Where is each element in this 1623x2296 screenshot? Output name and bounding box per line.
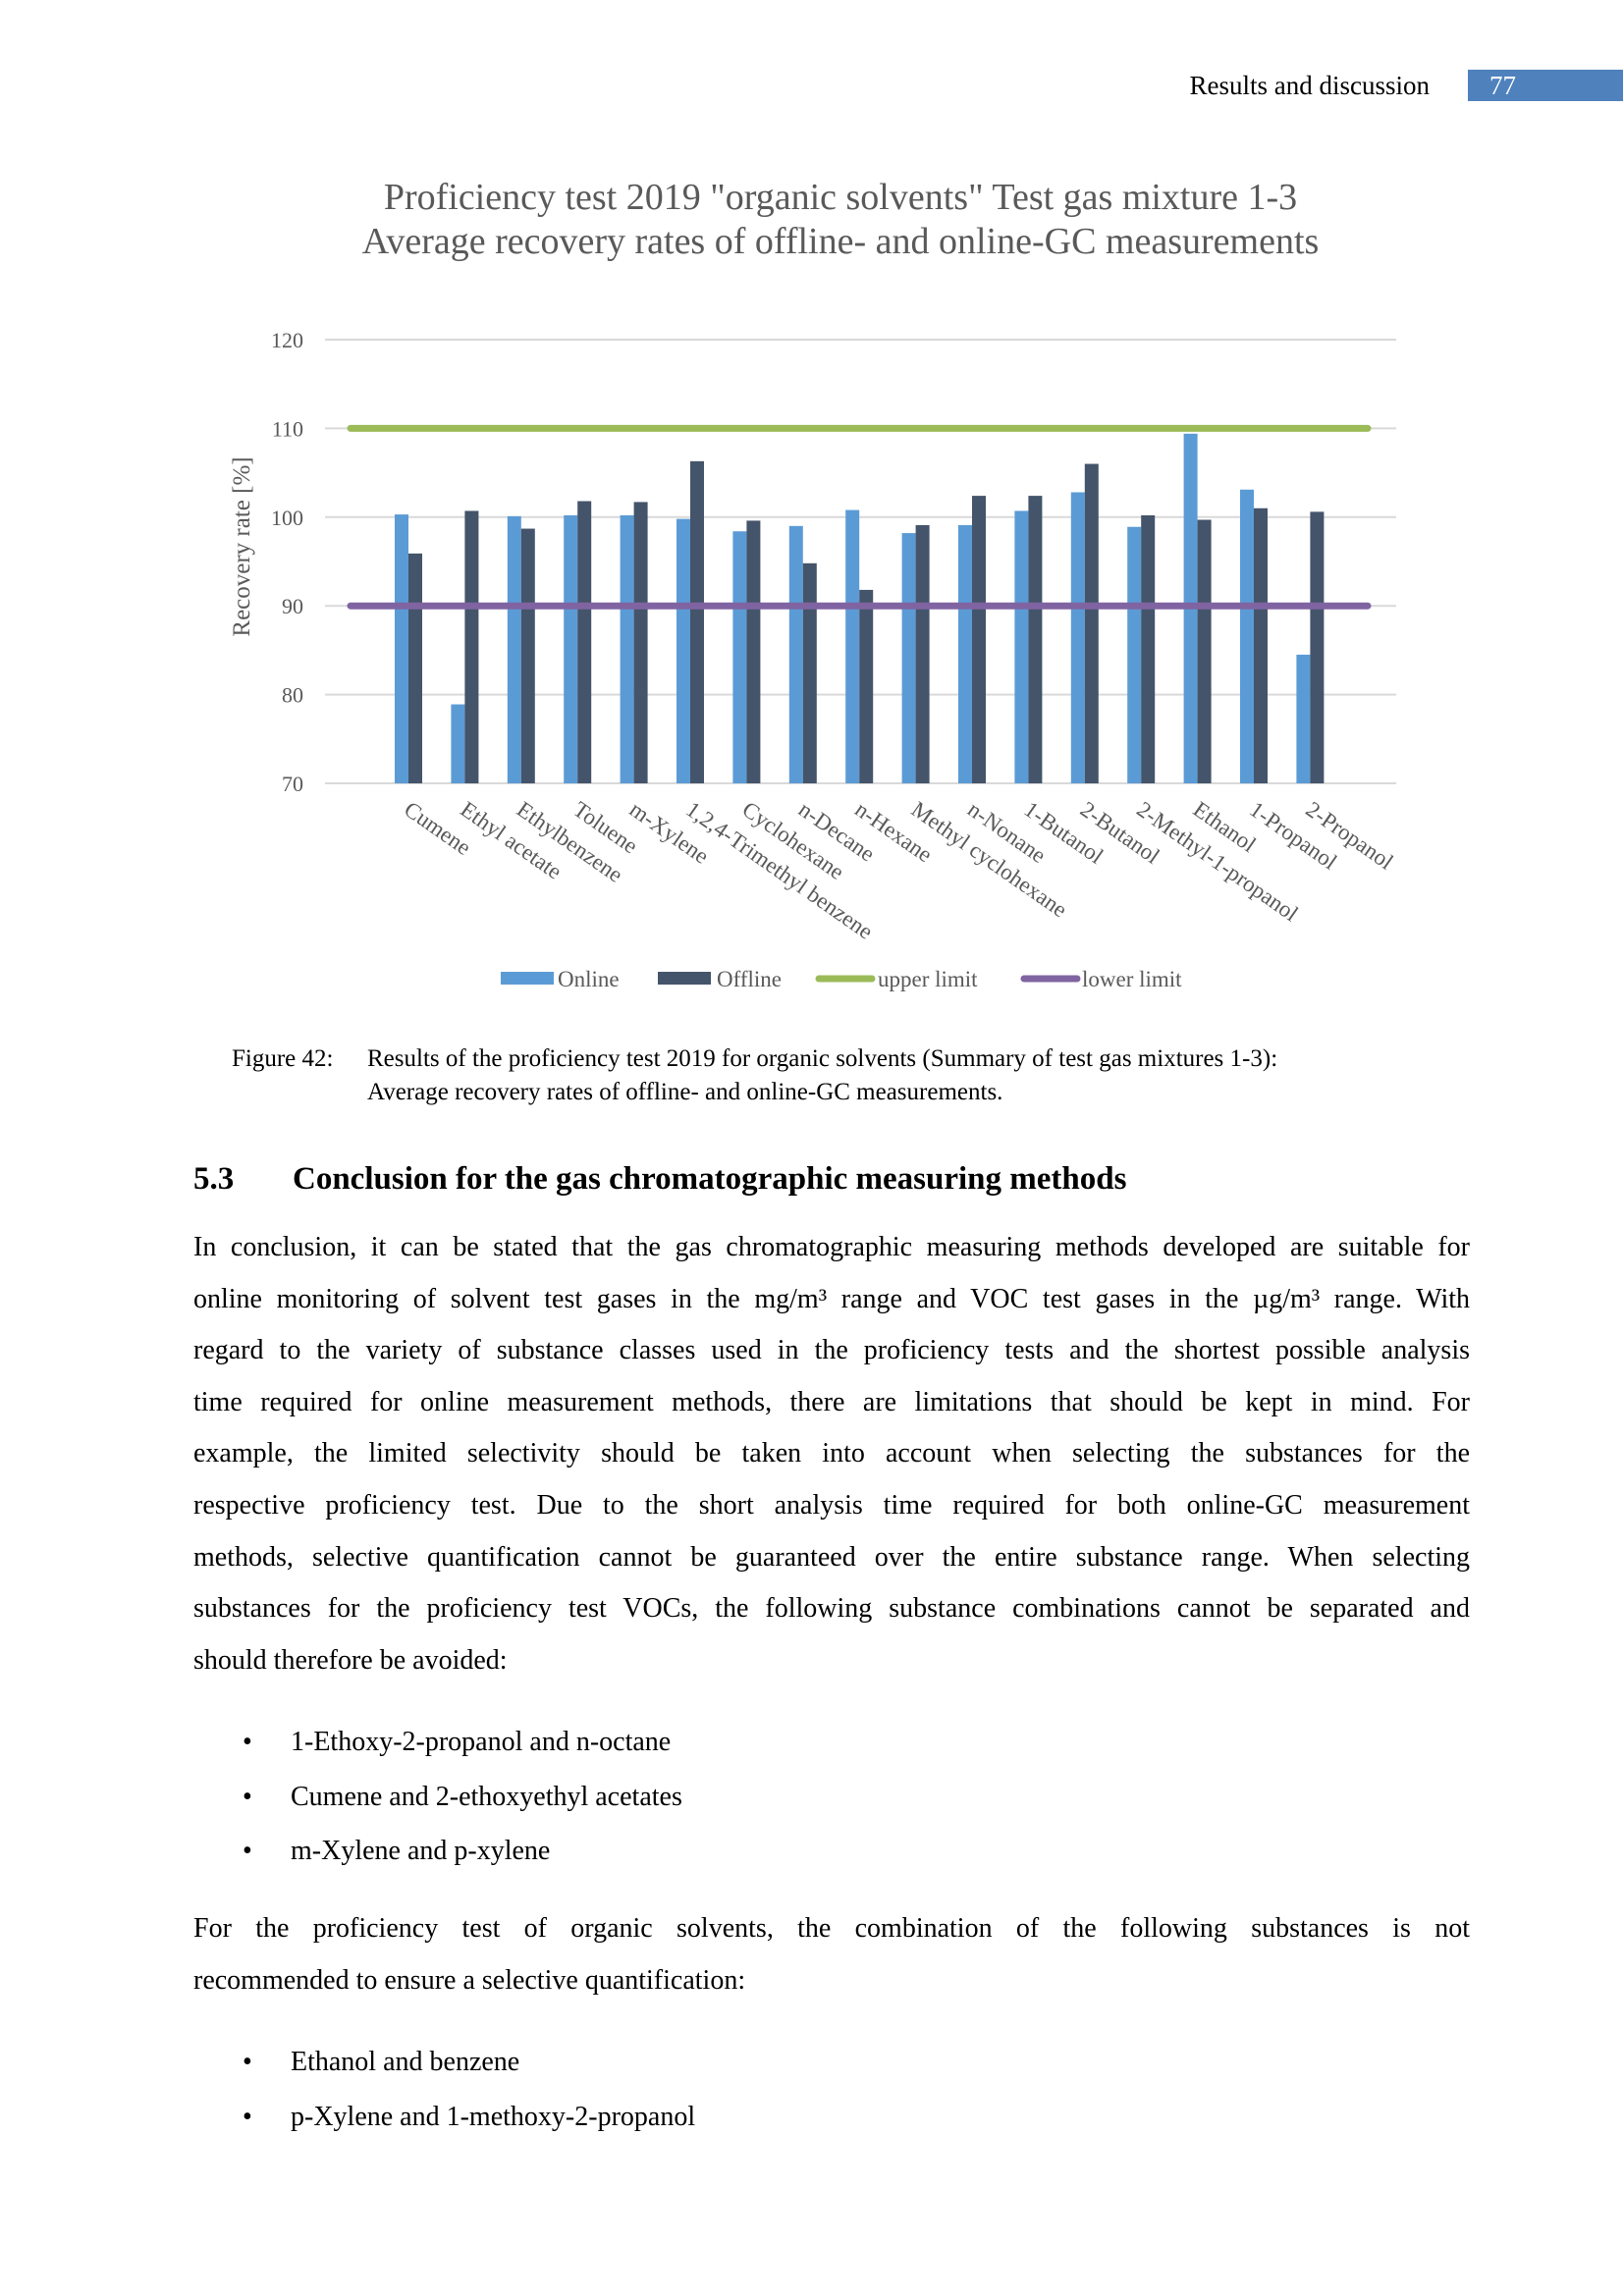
figure-caption-line-1: Results of the proficiency test 2019 for… xyxy=(367,1045,1278,1072)
y-tick-label: 110 xyxy=(272,416,303,441)
bar-offline xyxy=(464,510,479,783)
paragraph-line: example, the limited selectivity should … xyxy=(193,1438,1470,1469)
chart-title: Proficiency test 2019 "organic solvents"… xyxy=(384,177,1297,218)
bar-offline xyxy=(577,501,592,783)
chart: Proficiency test 2019 "organic solvents"… xyxy=(229,177,1398,991)
figure-label: Figure 42: xyxy=(232,1045,334,1072)
y-tick-label: 90 xyxy=(282,594,303,618)
bar-online xyxy=(451,704,465,783)
bar-offline xyxy=(1197,519,1212,783)
bar-offline xyxy=(690,460,704,783)
bullet-icon: • xyxy=(243,1727,252,1757)
bullet-icon: • xyxy=(243,2101,252,2132)
list-item: Cumene and 2-ethoxyethyl acetates xyxy=(291,1781,682,1812)
bar-online xyxy=(845,509,860,783)
bar-online xyxy=(564,514,578,783)
bar-offline xyxy=(1084,463,1099,783)
bar-offline xyxy=(915,524,930,783)
bar-offline xyxy=(1028,496,1043,783)
bar-offline xyxy=(633,502,648,783)
paragraph-line: For the proficiency test of organic solv… xyxy=(193,1913,1470,1944)
list-item: m-Xylene and p-xylene xyxy=(291,1836,551,1866)
paragraph-line: should therefore be avoided: xyxy=(193,1644,508,1676)
y-tick-label: 120 xyxy=(271,328,303,352)
running-header: Results and discussion xyxy=(1189,71,1430,100)
bar-online xyxy=(1014,510,1029,783)
bar-offline xyxy=(859,589,874,783)
section-title: Conclusion for the gas chromatographic m… xyxy=(293,1161,1127,1197)
paragraph-line: regard to the variety of substance class… xyxy=(193,1335,1470,1366)
bar-offline xyxy=(746,520,761,783)
legend-label-online: Online xyxy=(558,967,620,991)
paragraph-line: methods, selective quantification cannot… xyxy=(193,1541,1470,1573)
list-item: 1-Ethoxy-2-propanol and n-octane xyxy=(291,1727,672,1757)
bar-offline xyxy=(1141,514,1156,783)
bullet-icon: • xyxy=(243,2047,252,2077)
list-item: p-Xylene and 1-methoxy-2-propanol xyxy=(291,2101,696,2132)
bar-online xyxy=(732,531,747,783)
bullet-icon: • xyxy=(243,1781,252,1812)
bar-online xyxy=(788,525,803,783)
bar-online xyxy=(1127,526,1142,783)
legend-label-lower-limit: lower limit xyxy=(1082,967,1182,991)
paragraph-line: time required for online measurement met… xyxy=(193,1386,1470,1417)
legend-swatch-offline xyxy=(658,972,711,985)
bullet-icon: • xyxy=(243,1836,252,1866)
paragraph-line: substances for the proficiency test VOCs… xyxy=(193,1593,1470,1625)
bar-offline xyxy=(1310,511,1325,783)
figure-caption-line-2: Average recovery rates of offline- and o… xyxy=(367,1079,1003,1105)
bar-online xyxy=(507,515,521,783)
page-number: 77 xyxy=(1489,71,1516,100)
y-tick-label: 80 xyxy=(282,683,303,708)
bar-offline xyxy=(972,496,986,783)
bar-online xyxy=(1070,492,1085,783)
bar-online xyxy=(395,514,408,783)
bar-offline xyxy=(802,562,817,783)
bar-online xyxy=(1240,489,1254,783)
legend-label-offline: Offline xyxy=(717,967,782,991)
y-axis-label: Recovery rate [%] xyxy=(229,456,255,636)
legend-label-upper-limit: upper limit xyxy=(878,967,978,991)
bar-online xyxy=(958,524,972,783)
paragraph-line: respective proficiency test. Due to the … xyxy=(193,1490,1470,1521)
bar-offline xyxy=(1254,507,1268,783)
bar-online xyxy=(676,518,690,783)
bar-offline xyxy=(520,528,535,783)
bar-online xyxy=(1296,654,1311,783)
list-item: Ethanol and benzene xyxy=(291,2047,520,2077)
bar-offline xyxy=(408,553,422,783)
paragraph-line: In conclusion, it can be stated that the… xyxy=(193,1232,1470,1262)
bar-online xyxy=(901,533,916,783)
paragraph-line: recommended to ensure a selective quanti… xyxy=(193,1964,746,1996)
paragraph-line: online monitoring of solvent test gases … xyxy=(193,1283,1470,1314)
page-number-box: 77 xyxy=(1468,70,1623,101)
chart-subtitle: Average recovery rates of offline- and o… xyxy=(362,221,1320,262)
legend-swatch-online xyxy=(501,972,554,985)
y-tick-label: 100 xyxy=(271,506,303,530)
bar-online xyxy=(620,514,634,783)
section-number: 5.3 xyxy=(193,1161,235,1197)
y-tick-label: 70 xyxy=(282,772,303,796)
